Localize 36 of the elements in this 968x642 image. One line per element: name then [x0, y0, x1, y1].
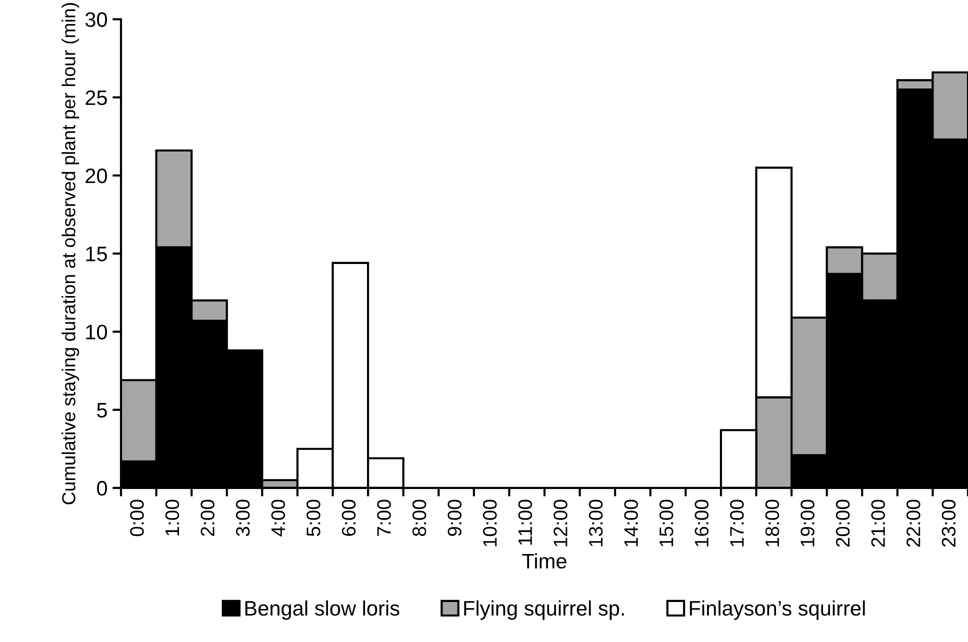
x-tick-label: 7:00	[377, 500, 391, 536]
x-tick-label: 11:00	[518, 500, 532, 545]
legend-label: Bengal slow loris	[245, 600, 400, 620]
x-tick-label: 15:00	[659, 500, 674, 546]
x-tick-label: 22:00	[906, 500, 920, 547]
x-tick-label: 4:00	[271, 500, 286, 536]
x-tick-label: 0:00	[130, 500, 144, 536]
y-tick-label: 20	[86, 168, 107, 184]
y-axis-title: Cumulative staying duration at observed plant per hour (min)	[62, 3, 80, 504]
x-tick-label: 19:00	[800, 500, 814, 546]
x-tick-label: 9:00	[448, 500, 462, 536]
x-tick-label: 8:00	[412, 500, 426, 536]
x-tick-label: 6:00	[342, 500, 356, 536]
legend-label: Finlayson’s squirrel	[690, 600, 865, 620]
y-tick-label: 5	[97, 403, 107, 418]
x-tick-label: 3:00	[236, 500, 250, 536]
x-tick-label: 2:00	[200, 500, 214, 536]
x-tick-label: 1:00	[165, 500, 180, 536]
x-tick-label: 18:00	[765, 500, 780, 546]
x-tick-label: 16:00	[694, 500, 709, 546]
y-tick-label: 0	[97, 480, 107, 496]
x-tick-label: 21:00	[871, 500, 885, 547]
x-tick-label: 14:00	[624, 500, 638, 546]
x-tick-label: 17:00	[730, 500, 744, 546]
legend-label: Flying squirrel sp.	[464, 600, 624, 620]
x-tick-label: 5:00	[306, 500, 320, 536]
x-tick-label: 10:00	[483, 500, 497, 546]
x-tick-label: 12:00	[554, 500, 568, 546]
x-axis-title: Time	[522, 553, 566, 569]
y-tick-label: 25	[86, 90, 107, 106]
x-tick-label: 20:00	[836, 500, 850, 547]
y-tick-label: 30	[85, 12, 107, 28]
x-tick-label: 23:00	[942, 500, 956, 547]
y-tick-label: 10	[86, 324, 107, 340]
x-tick-label: 13:00	[588, 500, 603, 546]
y-tick-label: 15	[86, 246, 107, 262]
